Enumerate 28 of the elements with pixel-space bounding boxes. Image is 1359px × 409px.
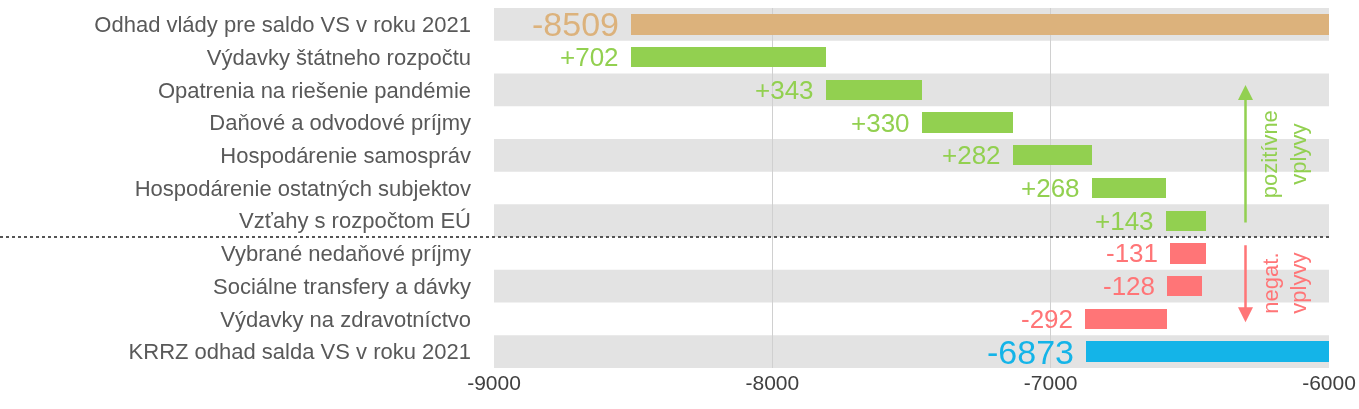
y-tick-label: Hospodárenie samospráv <box>220 142 471 168</box>
x-tick-label: -8000 <box>745 371 800 394</box>
data-label: +330 <box>851 108 910 138</box>
data-label: -6873 <box>987 333 1074 371</box>
y-tick-label: Hospodárenie ostatných subjektov <box>134 175 471 201</box>
data-label: +143 <box>1095 206 1154 236</box>
data-label: -128 <box>1103 271 1156 301</box>
y-tick-label: Sociálne transfery a dávky <box>212 273 471 299</box>
data-label: +268 <box>1021 173 1080 203</box>
y-tick-label: Opatrenia na riešenie pandémie <box>157 77 471 103</box>
data-label: -131 <box>1106 238 1159 268</box>
data-label: +343 <box>755 75 814 105</box>
data-label: +702 <box>560 42 619 72</box>
data-label: -8509 <box>532 5 619 43</box>
annotation: pozitívne vplyvy <box>1257 110 1311 199</box>
y-tick-label: Výdavky štátneho rozpočtu <box>206 44 471 70</box>
y-tick-label: Vybrané nedaňové príjmy <box>221 241 471 267</box>
y-tick-label: KRRZ odhad salda VS v roku 2021 <box>128 339 471 365</box>
y-tick-label: Vzťahy s rozpočtom EÚ <box>239 208 471 234</box>
y-tick-label: Daňové a odvodové príjmy <box>209 110 471 136</box>
x-tick-label: -7000 <box>1023 371 1078 394</box>
y-tick-label: Výdavky na zdravotníctvo <box>220 306 471 332</box>
annotation: negat. vplyvy <box>1257 252 1312 314</box>
data-label: +282 <box>942 140 1001 170</box>
data-label: -292 <box>1021 304 1074 334</box>
x-tick-label: -6000 <box>1302 371 1356 394</box>
y-tick-label: Odhad vlády pre saldo VS v roku 2021 <box>94 12 471 38</box>
x-tick-label: -9000 <box>467 371 521 394</box>
